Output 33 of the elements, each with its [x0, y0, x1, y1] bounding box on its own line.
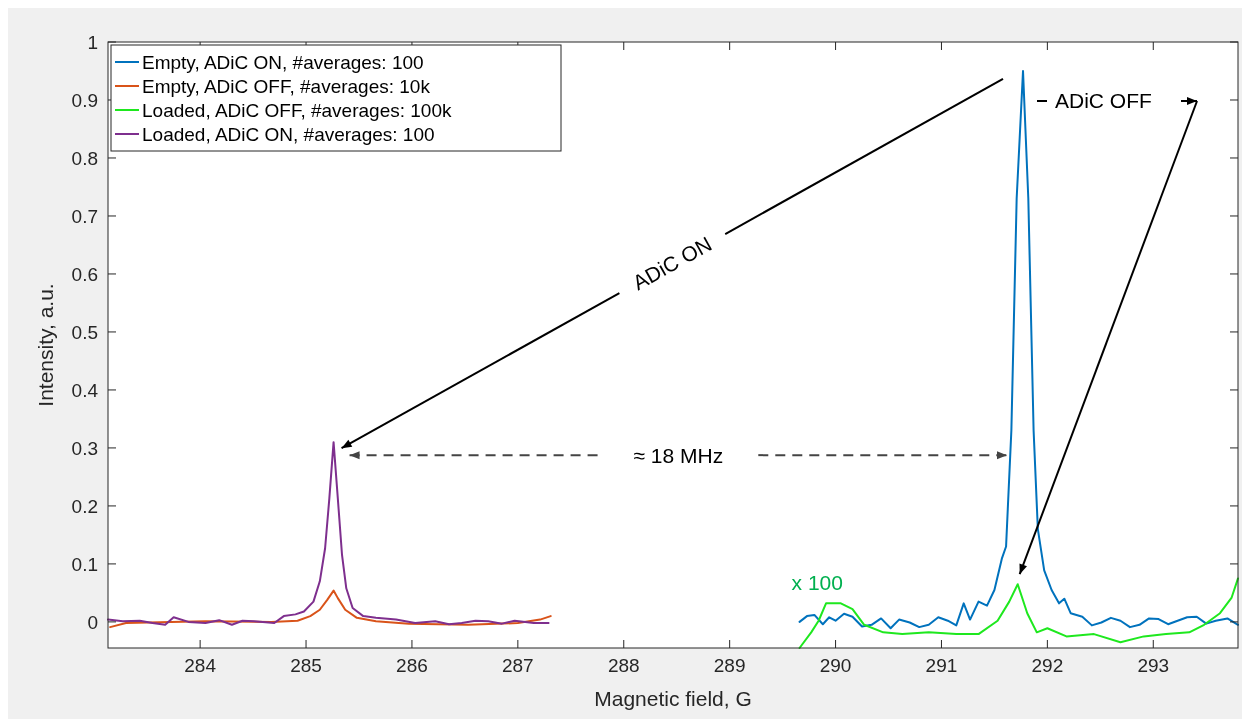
y-tick-label: 0.2: [71, 495, 98, 517]
y-axis-title: Intensity, a.u.: [34, 283, 57, 407]
y-tick-label: 0.4: [71, 379, 99, 401]
legend-label: Loaded, ADiC ON, #averages: 100: [142, 124, 435, 145]
line-series: [107, 441, 550, 626]
y-tick-label: 0.1: [71, 553, 98, 575]
x-tick-label: 286: [396, 655, 428, 676]
x-tick-label: 291: [925, 655, 958, 676]
y-tick-label: 0.8: [71, 147, 98, 169]
x-tick-label: 293: [1137, 655, 1170, 676]
legend-label: Empty, ADiC OFF, #averages: 10k: [142, 76, 431, 97]
x-tick-label: 292: [1031, 655, 1064, 676]
x-tick-label: 288: [607, 655, 640, 676]
y-tick-label: 0.6: [71, 263, 98, 285]
x-tick-label: 287: [502, 655, 534, 676]
y-tick-label: 0.3: [71, 437, 98, 459]
legend-label: Empty, ADiC ON, #averages: 100: [142, 52, 424, 73]
y-tick-label: 0.9: [71, 89, 98, 111]
annotation: ADiC OFF: [1055, 89, 1152, 112]
y-tick-label: 0.5: [71, 321, 98, 343]
y-tick-label: 0.7: [71, 205, 98, 227]
x-tick-label: 290: [819, 655, 852, 676]
annotation: x 100: [791, 570, 843, 594]
annotation: ≈ 18 MHz: [633, 444, 724, 468]
x-tick-label: 285: [290, 655, 322, 676]
x-tick-label: 284: [184, 655, 217, 676]
y-tick-label: 0: [87, 611, 98, 633]
y-tick-label: 1: [87, 32, 98, 53]
legend-label: Loaded, ADiC OFF, #averages: 100k: [142, 100, 452, 121]
line-series: [109, 589, 552, 629]
annotation: ADiC ON: [628, 232, 716, 295]
x-tick-label: 289: [713, 655, 746, 676]
x-axis-title: Magnetic field, G: [594, 687, 752, 710]
